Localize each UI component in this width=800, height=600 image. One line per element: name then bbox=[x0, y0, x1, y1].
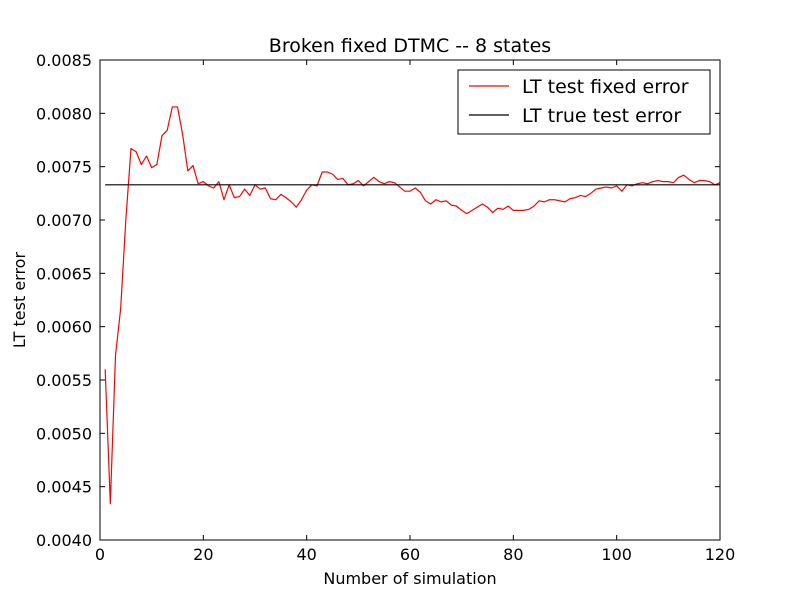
y-tick-label: 0.0070 bbox=[36, 211, 92, 230]
y-axis-label: LT test error bbox=[10, 252, 29, 349]
x-axis-label: Number of simulation bbox=[323, 569, 496, 588]
legend: LT test fixed error LT true test error bbox=[457, 69, 711, 135]
y-tick-label: 0.0080 bbox=[36, 104, 92, 123]
chart-title: Broken fixed DTMC -- 8 states bbox=[269, 35, 551, 57]
ticks-layer: 0 20 40 60 80 100 120 0.0040 0.0045 0.0050 0.0055 0… bbox=[36, 51, 735, 564]
x-tick-label: 20 bbox=[193, 545, 213, 564]
x-tick-label: 40 bbox=[296, 545, 316, 564]
y-tick-label: 0.0085 bbox=[36, 51, 92, 70]
legend-box bbox=[457, 69, 711, 135]
y-tick-label: 0.0045 bbox=[36, 478, 92, 497]
y-tick-label: 0.0060 bbox=[36, 318, 92, 337]
y-tick-label: 0.0065 bbox=[36, 264, 92, 283]
x-tick-label: 100 bbox=[601, 545, 632, 564]
x-tick-label: 120 bbox=[705, 545, 736, 564]
x-tick-label: 60 bbox=[400, 545, 420, 564]
y-tick-label: 0.0040 bbox=[36, 531, 92, 550]
x-tick-label: 0 bbox=[95, 545, 105, 564]
y-tick-label: 0.0055 bbox=[36, 371, 92, 390]
legend-label-fixed-error: LT test fixed error bbox=[522, 76, 689, 98]
y-tick-label: 0.0050 bbox=[36, 424, 92, 443]
y-tick-label: 0.0075 bbox=[36, 158, 92, 177]
legend-label-true-error: LT true test error bbox=[522, 105, 681, 127]
plot-frame bbox=[99, 59, 721, 541]
x-tick-label: 80 bbox=[503, 545, 523, 564]
series-layer bbox=[104, 106, 721, 505]
plot-area bbox=[100, 60, 720, 540]
